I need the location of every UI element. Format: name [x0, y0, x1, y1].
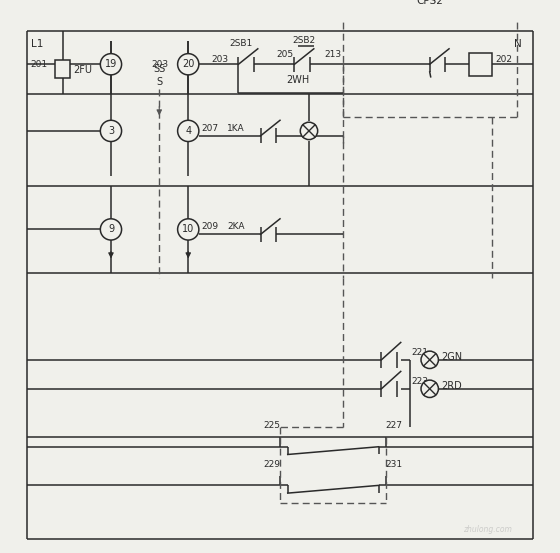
Text: 231: 231: [385, 460, 403, 468]
Text: 2RD: 2RD: [441, 381, 462, 391]
Text: 213: 213: [325, 50, 342, 59]
Circle shape: [100, 121, 122, 142]
Text: 4: 4: [185, 126, 192, 136]
Text: 205: 205: [276, 50, 293, 59]
Circle shape: [178, 219, 199, 240]
Circle shape: [100, 54, 122, 75]
Text: 2GN: 2GN: [441, 352, 463, 362]
Circle shape: [178, 54, 199, 75]
Circle shape: [421, 380, 438, 398]
Text: 2WH: 2WH: [286, 75, 309, 85]
Text: 229: 229: [264, 460, 281, 468]
Text: 2SB1: 2SB1: [230, 39, 253, 48]
Text: 203: 203: [152, 60, 169, 69]
Text: 202: 202: [496, 55, 512, 64]
Text: 1KA: 1KA: [227, 123, 245, 133]
Text: 2FU: 2FU: [73, 65, 92, 75]
Text: Z2: Z2: [182, 62, 195, 72]
Bar: [55, 60, 71, 78]
Circle shape: [178, 121, 199, 142]
Text: L1: L1: [31, 39, 43, 49]
Text: 201: 201: [31, 60, 48, 69]
Text: S: S: [156, 77, 162, 87]
Text: 225: 225: [264, 421, 281, 430]
Text: N: N: [514, 39, 521, 49]
Text: 19: 19: [105, 59, 117, 69]
Text: 2KA: 2KA: [227, 222, 244, 231]
Text: Z1: Z1: [105, 62, 118, 72]
Circle shape: [421, 351, 438, 368]
Text: 203: 203: [212, 55, 229, 64]
Text: 20: 20: [182, 59, 194, 69]
Text: 223: 223: [412, 377, 428, 385]
Text: 3: 3: [108, 126, 114, 136]
Bar: [469, 53, 492, 76]
Text: SS: SS: [153, 64, 165, 74]
Circle shape: [100, 219, 122, 240]
Circle shape: [300, 122, 318, 139]
Text: 227: 227: [385, 421, 403, 430]
Text: zhulong.com: zhulong.com: [463, 525, 512, 534]
Text: CPS2: CPS2: [416, 0, 443, 7]
Text: 209: 209: [202, 222, 219, 231]
Text: 207: 207: [202, 123, 219, 133]
Text: 9: 9: [108, 225, 114, 234]
Text: 2SB2: 2SB2: [292, 35, 316, 45]
Text: 221: 221: [412, 348, 428, 357]
Text: 10: 10: [182, 225, 194, 234]
